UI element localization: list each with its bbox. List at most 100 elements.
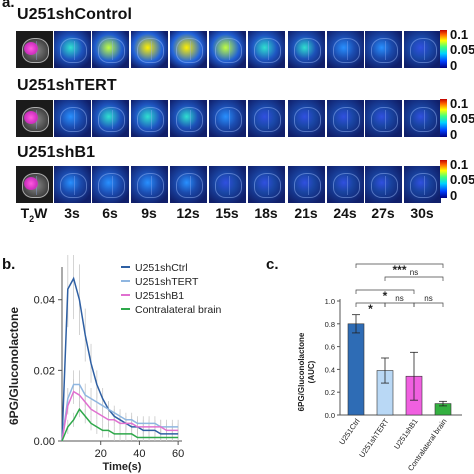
bar <box>347 323 365 416</box>
colorbar-tick: 0.05 <box>450 111 474 126</box>
metabolic-map-tile <box>131 166 168 203</box>
series-line <box>61 276 179 442</box>
row-title: U251shB1 <box>17 144 96 161</box>
time-course-line-chart: 0.00 0.02 0.04 20 40 60 Time(s) 6PG/Gluconolact… <box>7 255 222 473</box>
row-title: U251shTERT <box>17 77 117 94</box>
metabolic-map-tile <box>327 166 364 203</box>
metabolic-map-tile <box>288 31 325 68</box>
y-axis-label: 6PG/Gluconolactone <box>297 332 306 411</box>
significance-bracket <box>355 289 415 294</box>
legend-label: U251shTERT <box>135 276 199 288</box>
metabolic-map-tile <box>288 166 325 203</box>
significance-label: * <box>383 289 388 303</box>
time-label: 9s <box>141 205 157 221</box>
metabolic-map-tile <box>327 31 364 68</box>
metabolic-map-tile <box>54 166 91 203</box>
time-label: 15s <box>215 205 239 221</box>
metabolic-map-tile <box>92 166 129 203</box>
category-label: U251shTERT <box>357 417 391 460</box>
colorbar-tick: 0.1 <box>450 27 469 42</box>
metabolic-map-tile <box>288 100 325 137</box>
significance-bracket <box>355 263 444 268</box>
metabolic-map-tile <box>54 100 91 137</box>
y-tick-label: 0.6 <box>325 343 335 352</box>
time-label: 21s <box>294 205 318 221</box>
series-line <box>61 407 179 442</box>
x-tick-label: 40 <box>133 448 145 460</box>
colorbar <box>440 160 447 198</box>
x-axis-label: Time(s) <box>103 461 142 473</box>
colorbar <box>440 30 447 68</box>
metabolic-map-tile <box>170 166 207 203</box>
metabolic-map-tile <box>54 31 91 68</box>
metabolic-map-tile <box>209 100 246 137</box>
metabolic-map-tile <box>404 166 441 203</box>
category-label: U251Ctrl <box>337 417 362 447</box>
colorbar-tick: 0 <box>450 127 458 142</box>
significance-label: * <box>368 302 373 316</box>
metabolic-map-tile <box>131 31 168 68</box>
series-line <box>61 390 179 442</box>
y-tick-label: 0.2 <box>325 388 335 397</box>
metabolic-map-tile <box>248 31 285 68</box>
metabolic-map-tile <box>170 100 207 137</box>
metabolic-map-tile <box>248 166 285 203</box>
metabolic-map-tile <box>365 100 402 137</box>
colorbar-tick: 0.1 <box>450 96 469 111</box>
time-label: 12s <box>176 205 200 221</box>
significance-label: ns <box>424 294 432 303</box>
colorbar <box>440 99 447 137</box>
metabolic-map-tile <box>404 100 441 137</box>
significance-bracket <box>384 302 415 307</box>
significance-label: *** <box>392 263 406 277</box>
legend-label: U251shCtrl <box>135 262 188 274</box>
y-tick-label: 0.8 <box>325 320 335 329</box>
significance-bracket <box>413 302 444 307</box>
metabolic-map-tile <box>365 31 402 68</box>
colorbar-tick: 0 <box>450 188 458 203</box>
panel-c-letter: c. <box>266 256 279 273</box>
auc-bar-chart: 0.0 0.2 0.4 0.6 0.8 1.0 6PG/Gluconolactone (AUC… <box>297 263 462 473</box>
metabolic-map-tile <box>209 31 246 68</box>
t2w-image <box>16 100 53 137</box>
time-label: 27s <box>371 205 395 221</box>
y-tick-label: 0.02 <box>34 365 55 377</box>
y-tick-label: 0.4 <box>325 365 335 374</box>
metabolic-map-tile <box>365 166 402 203</box>
significance-bracket <box>384 276 444 281</box>
colorbar-tick: 0 <box>450 58 458 73</box>
metabolic-map-tile <box>131 100 168 137</box>
t2w-label-suffix: W <box>34 205 48 221</box>
colorbar-tick: 0.05 <box>450 172 474 187</box>
metabolic-map-tile <box>327 100 364 137</box>
time-label: 18s <box>254 205 278 221</box>
row-title: U251shControl <box>17 6 133 23</box>
y-tick-label: 0.04 <box>34 295 55 307</box>
time-label: 6s <box>102 205 118 221</box>
colorbar-tick: 0.1 <box>450 157 469 172</box>
colorbar-tick: 0.05 <box>450 42 474 57</box>
legend-label: U251shB1 <box>135 290 184 302</box>
metabolic-map-tile <box>404 31 441 68</box>
significance-label: ns <box>395 294 403 303</box>
metabolic-map-tile <box>248 100 285 137</box>
category-label: U251shB1 <box>392 417 419 451</box>
metabolic-map-tile <box>209 166 246 203</box>
t2w-label: T2W <box>14 205 54 224</box>
y-axis-label: 6PG/Gluconolactone <box>7 307 21 425</box>
metabolic-map-tile <box>170 31 207 68</box>
legend-label: Contralateral brain <box>135 304 222 316</box>
y-axis-label-unit: (AUC) <box>307 360 316 383</box>
x-tick-label: 60 <box>172 448 184 460</box>
significance-label: ns <box>410 268 418 277</box>
time-label: 30s <box>410 205 434 221</box>
metabolic-map-tile <box>92 100 129 137</box>
metabolic-map-tile <box>92 31 129 68</box>
panel-b-letter: b. <box>2 256 16 273</box>
time-label: 24s <box>333 205 357 221</box>
y-tick-label: 0.0 <box>325 411 335 420</box>
y-tick-label: 0.00 <box>34 436 55 448</box>
time-label: 3s <box>64 205 80 221</box>
t2w-label-sub: 2 <box>29 213 35 224</box>
t2w-image <box>16 166 53 203</box>
